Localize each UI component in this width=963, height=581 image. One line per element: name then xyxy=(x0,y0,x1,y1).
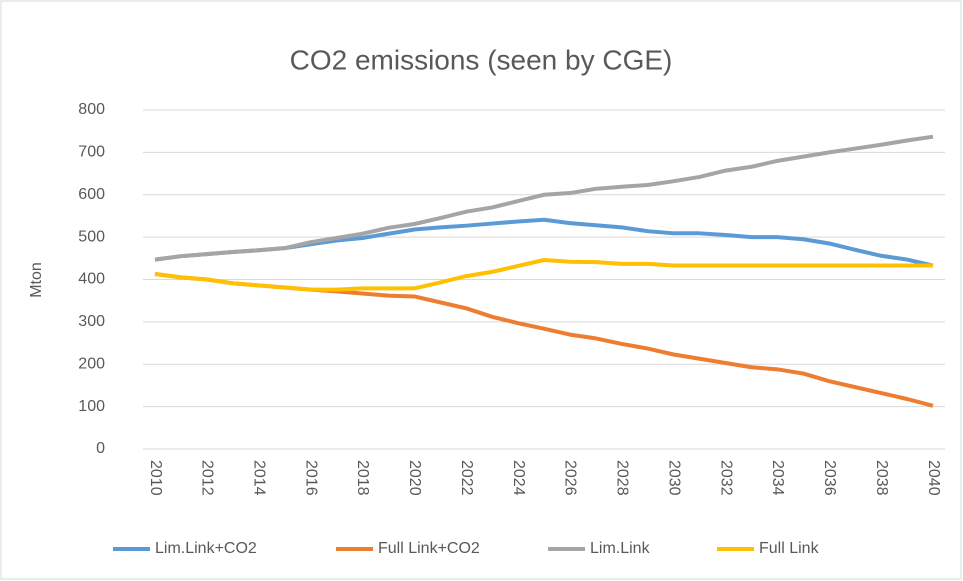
x-tick-label: 2010 xyxy=(147,460,164,496)
x-tick-label: 2016 xyxy=(302,460,319,496)
y-tick-label: 800 xyxy=(78,101,105,118)
y-tick-label: 100 xyxy=(78,398,105,415)
legend-label: Lim.Link xyxy=(590,540,651,557)
y-axis-label: Mton xyxy=(28,262,45,298)
chart-title: CO2 emissions (seen by CGE) xyxy=(290,44,673,75)
x-tick-label: 2026 xyxy=(562,460,579,496)
y-tick-label: 0 xyxy=(96,440,105,457)
x-tick-label: 2018 xyxy=(354,460,371,496)
x-tick-label: 2030 xyxy=(665,460,682,496)
y-tick-label: 500 xyxy=(78,228,105,245)
series-line xyxy=(154,134,934,262)
x-tick-label: 2038 xyxy=(873,460,890,496)
x-tick-label: 2020 xyxy=(406,460,423,496)
legend-label: Full Link+CO2 xyxy=(378,540,480,557)
y-tick-label: 300 xyxy=(78,313,105,330)
x-tick-label: 2022 xyxy=(458,460,475,496)
series-line xyxy=(154,258,933,292)
y-tick-label: 700 xyxy=(78,144,105,161)
legend-label: Lim.Link+CO2 xyxy=(155,540,257,557)
y-tick-label: 400 xyxy=(78,271,105,288)
legend-label: Full Link xyxy=(759,540,820,557)
x-tick-label: 2040 xyxy=(925,460,942,496)
x-tick-label: 2032 xyxy=(717,460,734,496)
x-tick-label: 2014 xyxy=(250,460,267,496)
x-tick-label: 2036 xyxy=(821,460,838,496)
x-tick-label: 2034 xyxy=(769,460,786,496)
y-tick-label: 200 xyxy=(78,355,105,372)
x-tick-label: 2012 xyxy=(199,460,216,496)
x-tick-label: 2028 xyxy=(614,460,631,496)
y-tick-label: 600 xyxy=(78,186,105,203)
x-tick-label: 2024 xyxy=(510,460,527,496)
